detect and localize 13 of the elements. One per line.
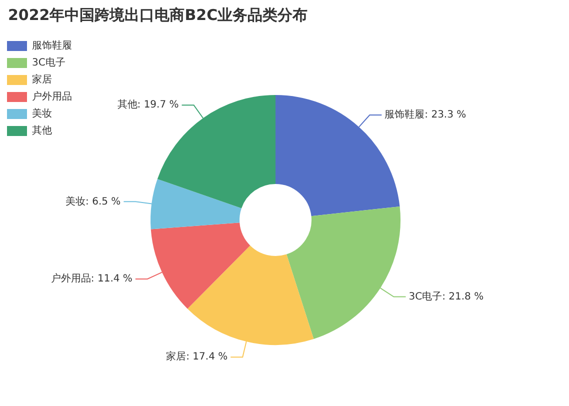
chart-title: 2022年中国跨境出口电商B2C业务品类分布 [7,5,309,26]
data-label: 其他: 19.7 % [117,98,179,111]
legend-label: 家居 [32,74,52,86]
legend-label: 服饰鞋履 [32,40,72,52]
legend-label: 其他 [32,124,52,137]
data-label: 家居: 17.4 % [166,350,228,363]
data-label: 户外用品: 11.4 % [50,272,132,285]
data-label: 美妆: 6.5 % [66,195,121,208]
legend-label: 美妆 [32,108,52,120]
data-label: 服饰鞋履: 23.3 % [384,108,466,121]
data-label: 3C电子: 21.8 % [408,290,484,302]
legend-label: 3C电子 [32,56,66,69]
legend-label: 户外用品 [32,90,72,103]
